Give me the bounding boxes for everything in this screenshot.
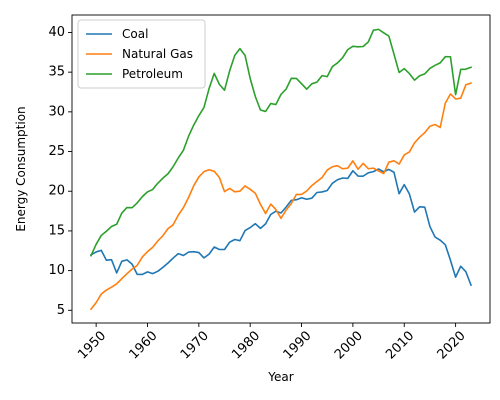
legend: Coal Natural Gas Petroleum — [77, 19, 206, 89]
legend-label-natural-gas: Natural Gas — [122, 47, 193, 61]
plot-area — [89, 28, 473, 311]
y-tick-label: 15 — [48, 223, 65, 238]
y-tick-label: 10 — [48, 263, 65, 278]
series-line-petroleum — [89, 28, 473, 257]
y-tick-label: 35 — [48, 65, 65, 80]
y-tick-label: 20 — [48, 184, 65, 199]
y-axis-title: Energy Consumption — [14, 106, 28, 231]
series-line-natural-gas — [89, 82, 473, 311]
axes-frame — [71, 14, 491, 324]
legend-label-coal: Coal — [122, 27, 148, 41]
legend-box — [77, 19, 206, 89]
y-tick-label: 5 — [57, 303, 65, 318]
legend-label-petroleum: Petroleum — [122, 67, 183, 81]
y-tick-label: 40 — [48, 25, 65, 40]
y-tick-label: 25 — [48, 144, 65, 159]
series-line-coal — [89, 168, 473, 287]
y-tick-label: 30 — [48, 104, 65, 119]
x-axis-title: Year — [267, 370, 293, 384]
